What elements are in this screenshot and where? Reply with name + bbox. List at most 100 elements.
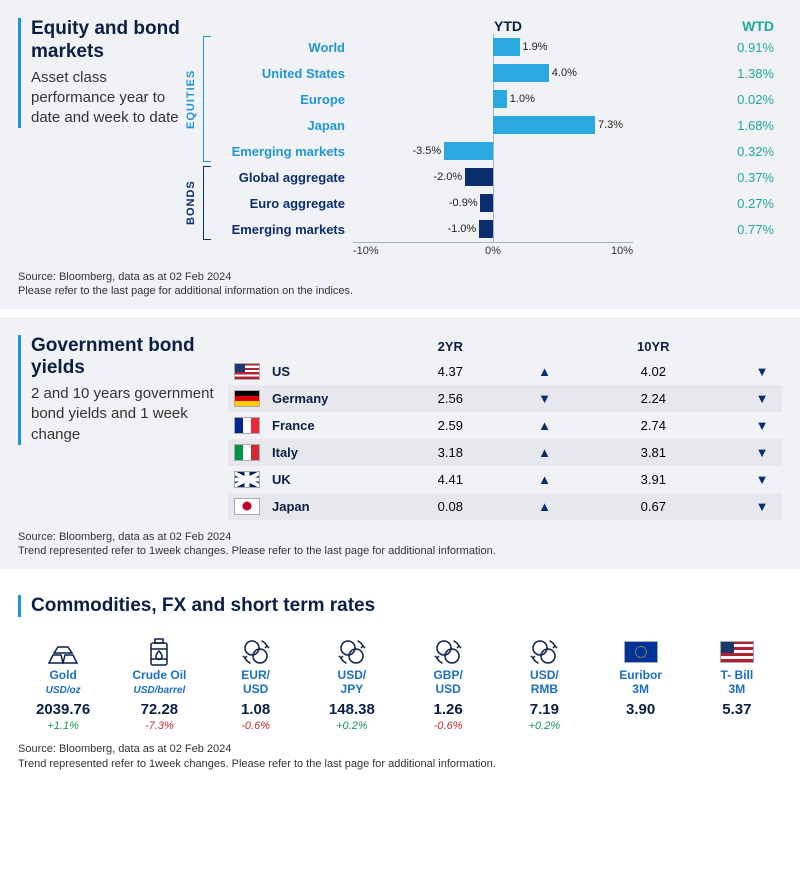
commodity-value: 1.26 — [403, 701, 493, 718]
wtd-value: 1.68% — [633, 118, 782, 133]
panel1-source: Source: Bloomberg, data as at 02 Feb 202… — [18, 270, 782, 299]
bar-value: 7.3% — [598, 119, 623, 131]
country-name: Japan — [266, 493, 376, 520]
country-name: Germany — [266, 385, 376, 412]
yield-2yr: 4.37 — [376, 358, 525, 385]
flag-fr-icon — [234, 417, 260, 434]
arrow-down-icon: ▼ — [742, 358, 782, 385]
chart-row: Global aggregate -2.0% 0.37% — [213, 164, 782, 190]
row-label: Japan — [213, 118, 353, 133]
yield-10yr: 2.74 — [565, 412, 742, 439]
bonds-group: BONDS Global aggregate -2.0% 0.37% Euro … — [183, 164, 782, 242]
row-label: World — [213, 40, 353, 55]
bar-cell: 7.3% — [353, 112, 633, 138]
axis-tick: 10% — [611, 245, 633, 257]
yield-2yr: 3.18 — [376, 439, 525, 466]
yield-row: US 4.37 ▲ 4.02 ▼ — [228, 358, 782, 385]
commodity-value: 2039.76 — [18, 701, 108, 718]
bar-value: -3.5% — [412, 145, 441, 157]
header-ytd: YTD — [368, 18, 648, 34]
panel1-subtitle: Asset class performance year to date and… — [31, 68, 183, 129]
arrow-up-icon: ▲ — [525, 412, 565, 439]
panel2-source: Source: Bloomberg, data as at 02 Feb 202… — [18, 530, 782, 559]
fx-icon — [403, 635, 493, 669]
oil-icon — [114, 635, 204, 669]
gold-icon — [18, 635, 108, 669]
chart-row: Emerging markets -3.5% 0.32% — [213, 138, 782, 164]
bar-cell: -0.9% — [353, 190, 633, 216]
yield-2yr: 2.59 — [376, 412, 525, 439]
eu-icon — [596, 635, 686, 669]
col-10yr: 10YR — [565, 335, 742, 358]
arrow-up-icon: ▲ — [525, 466, 565, 493]
commodity-value: 3.90 — [596, 701, 686, 718]
commodities-panel: Commodities, FX and short term rates Gol… — [0, 577, 800, 781]
col-2yr: 2YR — [376, 335, 525, 358]
arrow-down-icon: ▼ — [525, 385, 565, 412]
bar-value: 1.0% — [510, 93, 535, 105]
bar-value: 4.0% — [552, 67, 577, 79]
commodity-item: T- Bill3M 5.37 — [692, 635, 782, 732]
commodity-name: GBP/USD — [403, 669, 493, 697]
chart-row: Japan 7.3% 1.68% — [213, 112, 782, 138]
bar — [465, 168, 493, 186]
chart-row: United States 4.0% 1.38% — [213, 60, 782, 86]
fx-icon — [211, 635, 301, 669]
commodity-value: 148.38 — [307, 701, 397, 718]
bar-cell: 4.0% — [353, 60, 633, 86]
wtd-value: 0.27% — [633, 196, 782, 211]
commodity-name: USD/JPY — [307, 669, 397, 697]
yield-10yr: 3.81 — [565, 439, 742, 466]
yield-2yr: 0.08 — [376, 493, 525, 520]
arrow-down-icon: ▼ — [742, 466, 782, 493]
flag-uk-icon — [234, 471, 260, 488]
panel2-title: Government bond yields — [31, 335, 228, 381]
flag-us-icon — [720, 641, 754, 663]
commodity-name: Euribor3M — [596, 669, 686, 697]
yields-table: 2YR 10YR US 4.37 ▲ 4.02 ▼ Germany 2.56 ▼… — [228, 335, 782, 520]
country-name: Italy — [266, 439, 376, 466]
wtd-value: 0.91% — [633, 40, 782, 55]
country-name: UK — [266, 466, 376, 493]
wtd-value: 0.32% — [633, 144, 782, 159]
commodity-change: -0.6% — [211, 720, 301, 732]
commodity-name: Crude OilUSD/barrel — [114, 669, 204, 697]
row-label: Emerging markets — [213, 144, 353, 159]
arrow-down-icon: ▼ — [742, 493, 782, 520]
row-label: Global aggregate — [213, 170, 353, 185]
row-label: Europe — [213, 92, 353, 107]
flag-de-icon — [234, 390, 260, 407]
arrow-up-icon: ▲ — [525, 439, 565, 466]
equity-bond-panel: Equity and bond markets Asset class perf… — [0, 0, 800, 309]
bar — [444, 142, 493, 160]
us-icon — [692, 635, 782, 669]
flag-us-icon — [234, 363, 260, 380]
bar — [479, 220, 493, 238]
bar-value: -1.0% — [447, 223, 476, 235]
chart-row: Emerging markets -1.0% 0.77% — [213, 216, 782, 242]
yield-10yr: 0.67 — [565, 493, 742, 520]
bar — [493, 116, 595, 134]
chart-axis: -10% 0% 10% — [353, 242, 633, 260]
commodity-name: T- Bill3M — [692, 669, 782, 697]
country-name: France — [266, 412, 376, 439]
arrow-up-icon: ▲ — [525, 358, 565, 385]
commodity-item: GoldUSD/oz 2039.76 +1.1% — [18, 635, 108, 732]
commodity-change: +1.1% — [18, 720, 108, 732]
chart-row: Euro aggregate -0.9% 0.27% — [213, 190, 782, 216]
bar-cell: 1.0% — [353, 86, 633, 112]
arrow-down-icon: ▼ — [742, 385, 782, 412]
axis-tick: 0% — [485, 245, 501, 257]
wtd-value: 0.37% — [633, 170, 782, 185]
commodity-value: 5.37 — [692, 701, 782, 718]
commodity-name: EUR/USD — [211, 669, 301, 697]
arrow-up-icon: ▲ — [525, 493, 565, 520]
commodity-name: USD/RMB — [499, 669, 589, 697]
fx-icon — [307, 635, 397, 669]
equities-group: EQUITIES World 1.9% 0.91% United States … — [183, 34, 782, 164]
yield-row: UK 4.41 ▲ 3.91 ▼ — [228, 466, 782, 493]
yield-row: France 2.59 ▲ 2.74 ▼ — [228, 412, 782, 439]
chart-row: World 1.9% 0.91% — [213, 34, 782, 60]
yield-2yr: 2.56 — [376, 385, 525, 412]
axis-tick: -10% — [353, 245, 379, 257]
